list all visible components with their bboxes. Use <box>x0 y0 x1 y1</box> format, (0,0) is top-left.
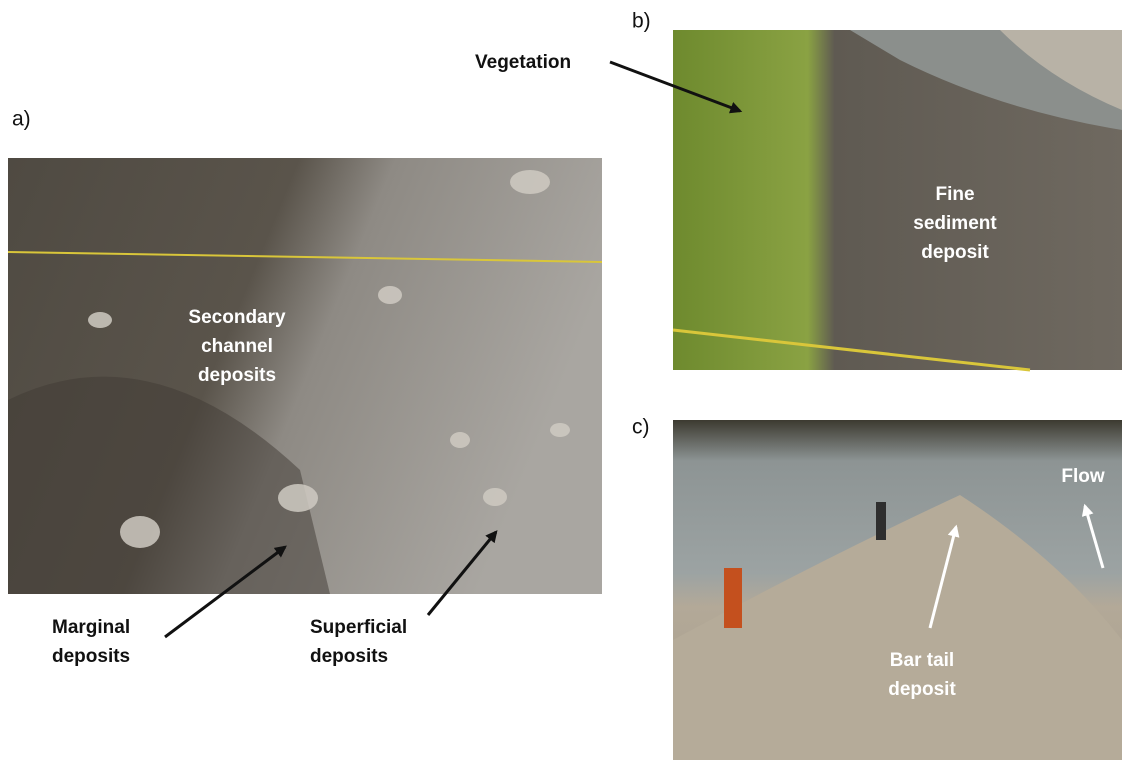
panel-label: b) <box>632 10 651 33</box>
annotation: Superficial <box>310 617 407 638</box>
annotation: Secondary <box>188 307 286 328</box>
photo-c <box>673 420 1122 760</box>
annotation: deposits <box>198 365 276 386</box>
annotation: Flow <box>1061 466 1104 487</box>
annotation: deposits <box>310 646 388 667</box>
annotation: deposits <box>52 646 130 667</box>
photo-a <box>7 158 603 594</box>
annotation: Marginal <box>52 617 130 638</box>
annotation: channel <box>201 336 273 357</box>
annotation: sediment <box>913 213 997 234</box>
panel-label: c) <box>632 416 650 439</box>
annotation: Fine <box>935 184 974 205</box>
arrows <box>164 60 1105 639</box>
annotation: Vegetation <box>475 52 571 73</box>
annotation: Bar tail <box>890 650 954 671</box>
panel-label: a) <box>12 108 31 131</box>
annotation: deposit <box>888 679 956 700</box>
photo-b <box>672 30 1122 372</box>
annotation: deposit <box>921 242 989 263</box>
